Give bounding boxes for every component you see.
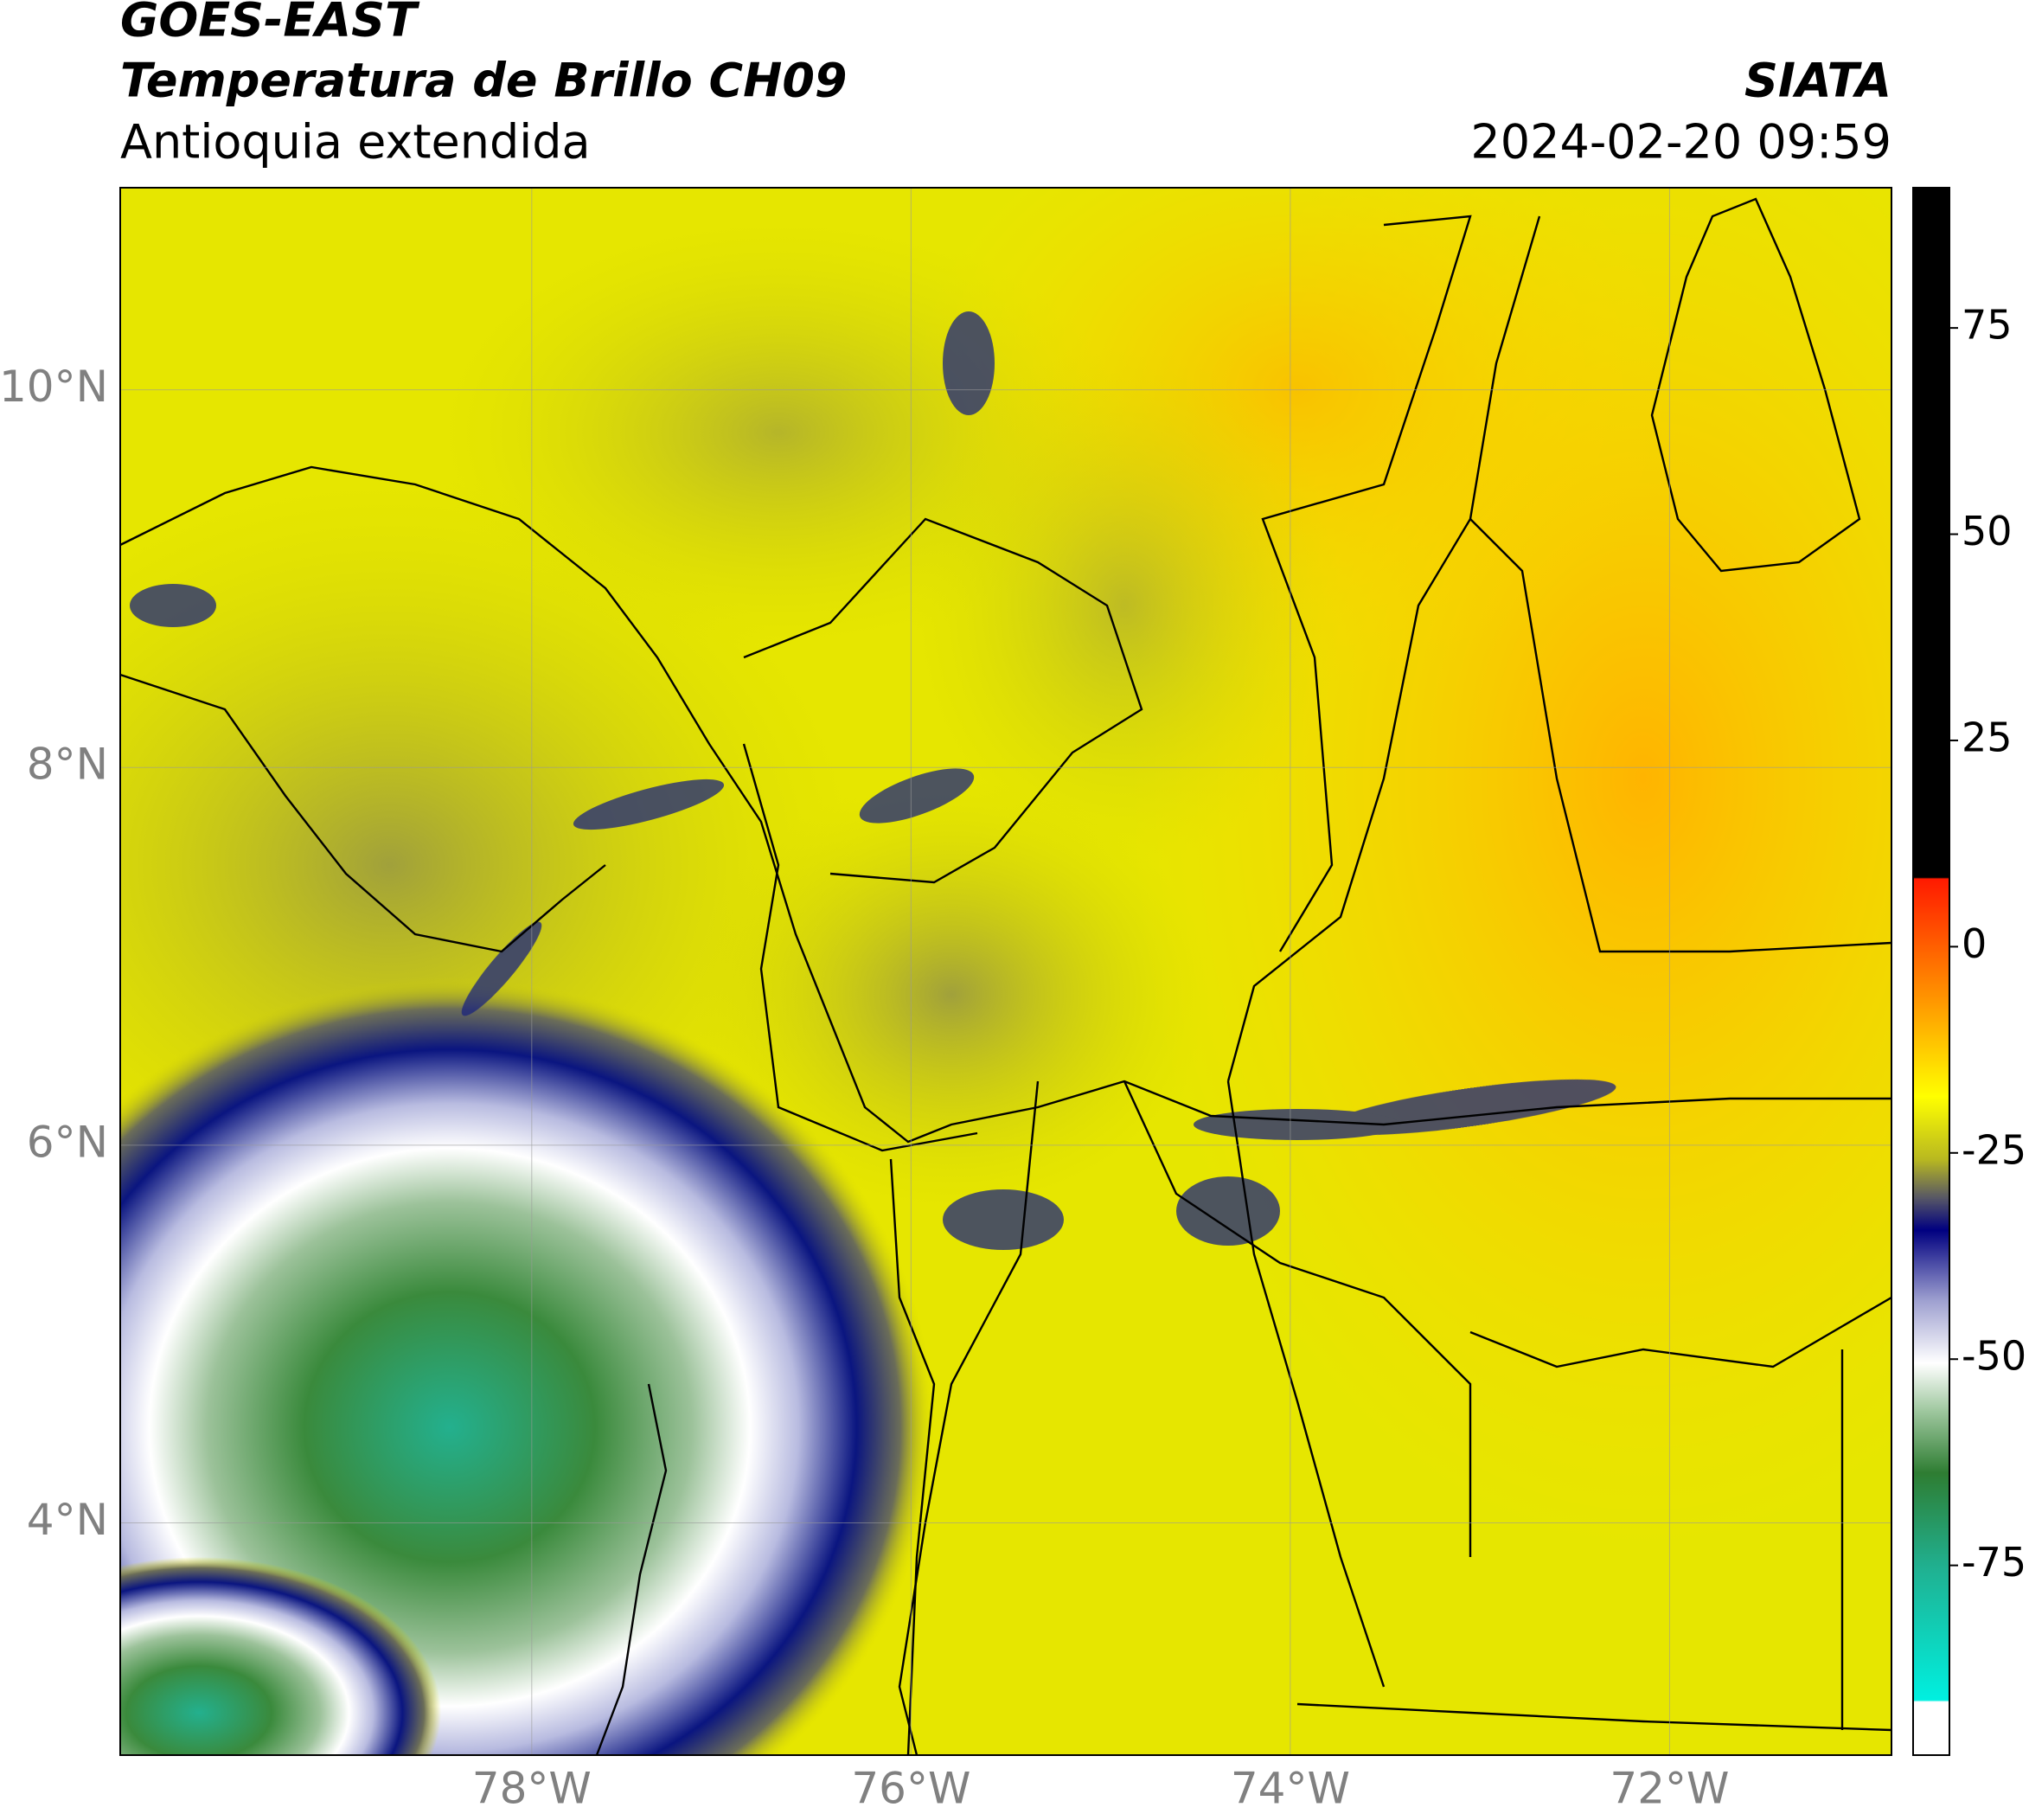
y-tick-label: 6°N <box>27 1117 108 1167</box>
x-tick-label: 72°W <box>1610 1764 1729 1814</box>
x-tick-label: 76°W <box>851 1764 970 1814</box>
subtitle: Temperatura de Brillo CH09 <box>120 54 848 108</box>
map-frame <box>119 187 1892 1756</box>
colorbar-tick-label: -25 <box>1962 1126 2026 1173</box>
datetime: 2024-02-20 09:59 <box>1470 115 1891 170</box>
colorbar <box>1912 187 1950 1756</box>
x-tick-label: 74°W <box>1231 1764 1350 1814</box>
y-tick-label: 8°N <box>27 740 108 790</box>
y-tick-label: 10°N <box>0 362 108 412</box>
colorbar-tick-label: 0 <box>1962 920 1987 967</box>
region: Antioquia extendida <box>120 115 591 170</box>
y-tick-label: 4°N <box>27 1495 108 1545</box>
source: SIATA <box>1744 54 1891 108</box>
colorbar-tick-label: -75 <box>1962 1539 2026 1586</box>
colorbar-tick-label: 75 <box>1962 302 2013 349</box>
colorbar-tick-label: -50 <box>1962 1333 2026 1380</box>
colorbar-tick-label: 50 <box>1962 508 2013 554</box>
x-tick-label: 78°W <box>472 1764 592 1814</box>
colorbar-tick-label: 25 <box>1962 714 2013 760</box>
title: GOES-EAST <box>120 0 420 48</box>
